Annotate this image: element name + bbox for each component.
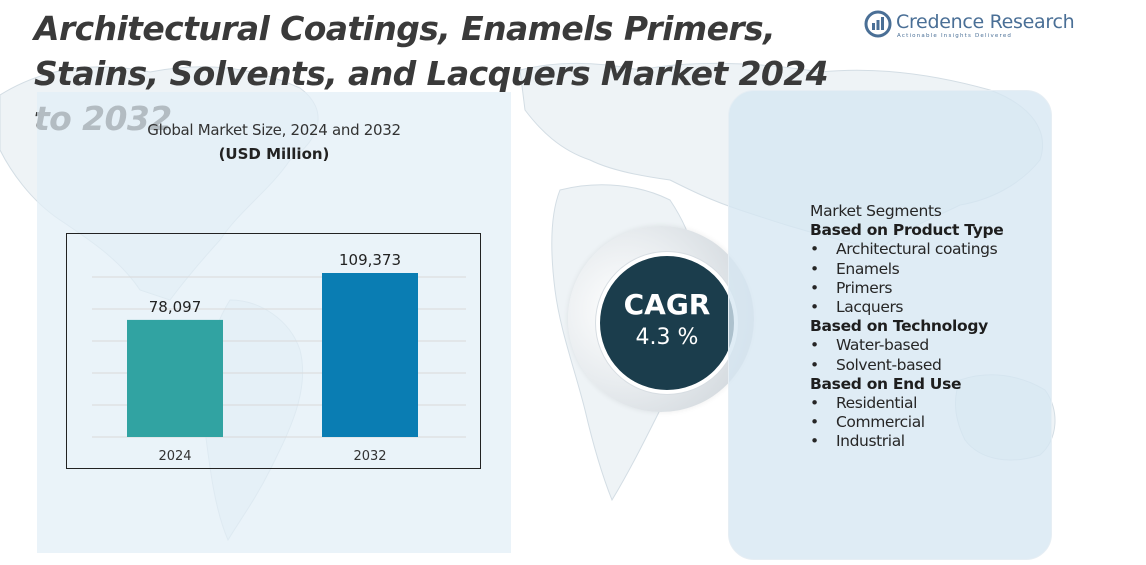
data-label: 109,373 xyxy=(339,251,401,269)
segment-item: • Enamels xyxy=(810,260,1110,279)
segment-item: • Industrial xyxy=(810,432,1110,451)
segment-item-label: Lacquers xyxy=(836,298,904,317)
brand-name: Credence Research xyxy=(896,11,1075,33)
bullet-icon: • xyxy=(810,432,819,451)
cagr-badge xyxy=(596,252,738,394)
segment-item-label: Water-based xyxy=(836,336,929,355)
x-tick-label: 2024 xyxy=(158,449,191,464)
segment-group-title: Based on Technology xyxy=(810,317,988,336)
segments-heading: Market Segments xyxy=(810,202,942,220)
market-size-bar-chart: 78,097 2024 109,373 2032 xyxy=(66,233,481,469)
segment-group-title: Based on Product Type xyxy=(810,221,1004,240)
bar-2032 xyxy=(322,273,418,437)
chart-unit: (USD Million) xyxy=(218,145,330,163)
bullet-icon: • xyxy=(810,278,819,297)
segment-item: • Commercial xyxy=(810,413,1110,432)
segment-item-label: Commercial xyxy=(836,413,925,432)
cagr-label: CAGR xyxy=(623,288,711,321)
segment-item-label: Architectural coatings xyxy=(836,240,998,259)
brand-tagline: Actionable Insights Delivered xyxy=(897,33,1013,39)
segment-item: • Water-based xyxy=(810,336,1110,355)
chart-title: Global Market Size, 2024 and 2032 xyxy=(147,121,401,139)
market-segments-list: Market Segments Based on Product Type • Ar… xyxy=(810,202,1110,452)
segment-item-label: Residential xyxy=(836,394,917,413)
chart-frame xyxy=(66,233,481,469)
segment-item: • Lacquers xyxy=(810,298,1110,317)
x-tick-label: 2032 xyxy=(353,449,386,464)
bullet-icon: • xyxy=(810,355,819,374)
segment-item-label: Enamels xyxy=(836,259,900,278)
brand-logo: Credence Research Actionable Insights De… xyxy=(864,10,1134,42)
bar-2024 xyxy=(127,319,223,437)
segment-item-label: Primers xyxy=(836,278,893,297)
bullet-icon: • xyxy=(810,394,819,413)
cagr-value: 4.3 % xyxy=(635,325,699,350)
bullet-icon: • xyxy=(810,259,819,278)
page-title: Architectural Coatings, Enamels Primers,… xyxy=(34,9,829,138)
segment-item: • Residential xyxy=(810,394,1110,413)
segments-panel xyxy=(728,90,1052,560)
bullet-icon: • xyxy=(810,298,819,317)
data-label: 78,097 xyxy=(149,298,202,316)
bullet-icon: • xyxy=(810,413,819,432)
segment-item-label: Solvent-based xyxy=(836,355,942,374)
credence-logo-icon xyxy=(864,10,892,38)
market-size-panel xyxy=(37,92,511,553)
segment-item: • Architectural coatings xyxy=(810,240,1110,259)
segment-item-label: Industrial xyxy=(836,432,905,451)
segment-item: • Solvent-based xyxy=(810,356,1110,375)
segment-group-title: Based on End Use xyxy=(810,374,962,393)
bullet-icon: • xyxy=(810,336,819,355)
bullet-icon: • xyxy=(810,240,819,259)
segment-item: • Primers xyxy=(810,279,1110,298)
